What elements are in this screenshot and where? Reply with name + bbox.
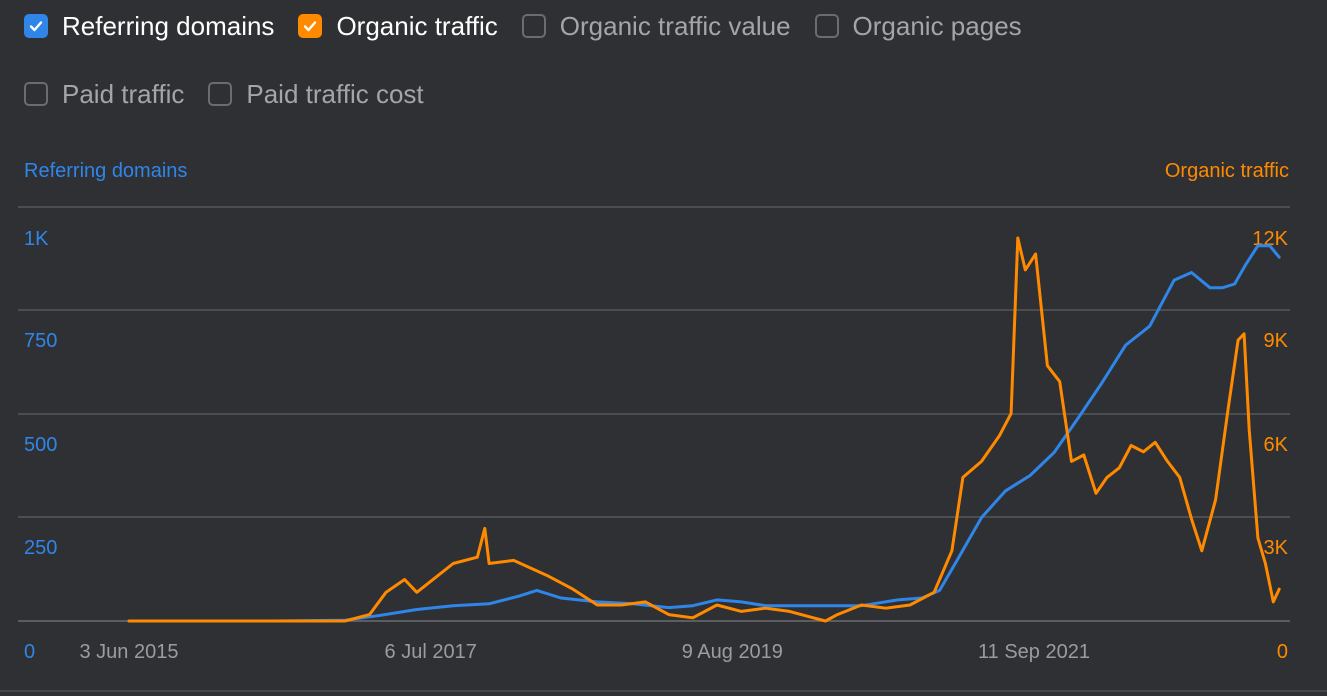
right-axis-tick: 9K: [1264, 330, 1289, 352]
left-axis-tick: 500: [24, 434, 57, 456]
right-axis-title: Organic traffic: [1164, 160, 1289, 182]
x-axis-tick: 9 Aug 2019: [682, 641, 783, 663]
checkbox-referring-domains[interactable]: [24, 14, 48, 38]
toggle-label: Paid traffic: [62, 78, 185, 109]
organic-traffic-line: [127, 236, 1281, 623]
checkbox-paid-traffic-cost[interactable]: [208, 82, 233, 106]
toggle-organic-traffic[interactable]: Organic traffic: [298, 10, 498, 42]
toggle-label: Organic pages: [852, 10, 1022, 41]
left-axis-tick: 1K: [24, 228, 49, 250]
left-axis-tick: 0: [24, 641, 35, 663]
toggle-label: Organic traffic: [336, 10, 498, 41]
metric-toggles-row-1: Referring domains Organic traffic Organi…: [24, 8, 1046, 44]
toggle-paid-traffic[interactable]: Paid traffic: [24, 79, 184, 110]
toggle-referring-domains[interactable]: Referring domains: [24, 11, 274, 42]
check-icon: [304, 21, 317, 32]
left-axis-tick: 250: [24, 537, 57, 559]
checkbox-organic-traffic-value[interactable]: [521, 14, 546, 38]
checkbox-organic-traffic[interactable]: [298, 14, 323, 38]
checkbox-organic-pages[interactable]: [814, 14, 839, 38]
left-axis-tick: 750: [24, 330, 57, 352]
toggle-label: Paid traffic cost: [246, 78, 424, 109]
toggle-organic-pages[interactable]: Organic pages: [814, 10, 1022, 42]
referring-domains-line: [127, 244, 1281, 623]
check-icon: [29, 21, 43, 32]
x-axis-tick: 6 Jul 2017: [385, 641, 477, 663]
right-axis-tick: 6K: [1264, 434, 1289, 456]
right-axis-tick: 3K: [1264, 537, 1289, 559]
checkbox-paid-traffic[interactable]: [24, 82, 48, 106]
x-axis-tick: 3 Jun 2015: [80, 641, 179, 663]
bottom-divider: [0, 690, 1327, 692]
right-axis-tick: 0: [1277, 641, 1288, 663]
metric-toggles-row-2: Paid traffic Paid traffic cost: [24, 76, 448, 112]
x-axis-tick: 11 Sep 2021: [978, 641, 1090, 663]
left-axis-title: Referring domains: [24, 160, 188, 182]
toggle-label: Referring domains: [62, 10, 275, 41]
toggle-paid-traffic-cost[interactable]: Paid traffic cost: [208, 78, 424, 110]
toggle-organic-traffic-value[interactable]: Organic traffic value: [521, 10, 791, 42]
toggle-label: Organic traffic value: [559, 10, 791, 41]
